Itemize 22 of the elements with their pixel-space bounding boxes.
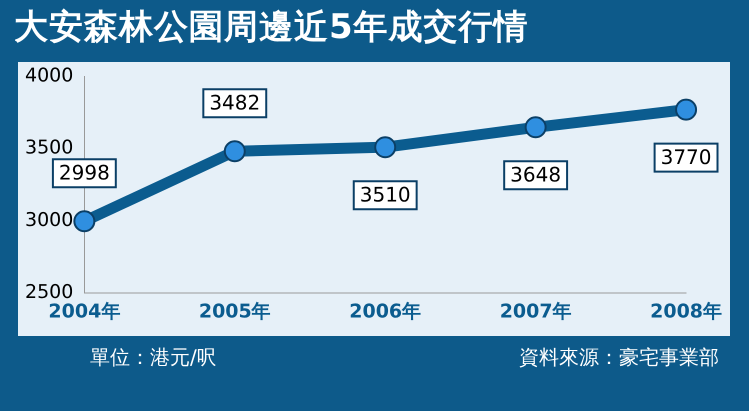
x-tick-label: 2006年 [349,300,422,323]
point [224,140,246,162]
text: 單位：港元/呎 [90,344,217,371]
x-tick-label: 2008年 [650,300,722,323]
point [675,98,698,121]
point [73,210,96,232]
point [374,136,396,158]
x-tick-label: 2005年 [198,300,271,323]
data-label: 3510 [360,182,411,206]
chart-title: 大安森林公園周邊近5年成交行情 [14,6,529,49]
point [524,116,547,138]
x-tick-label: 2007年 [500,300,572,323]
source-note: 資料來源：豪宅事業部 [519,344,719,371]
x-tick-label: 2004年 [48,300,120,323]
y-tick-label: 3500 [24,136,74,159]
y-tick-label: 4000 [24,64,74,86]
y-tick-label: 2500 [24,281,74,304]
data-label: 3648 [510,162,562,186]
y-tick-label: 3000 [24,208,74,231]
data-label: 3482 [209,90,260,114]
data-label: 2998 [58,160,110,184]
data-label: 3770 [660,144,712,169]
